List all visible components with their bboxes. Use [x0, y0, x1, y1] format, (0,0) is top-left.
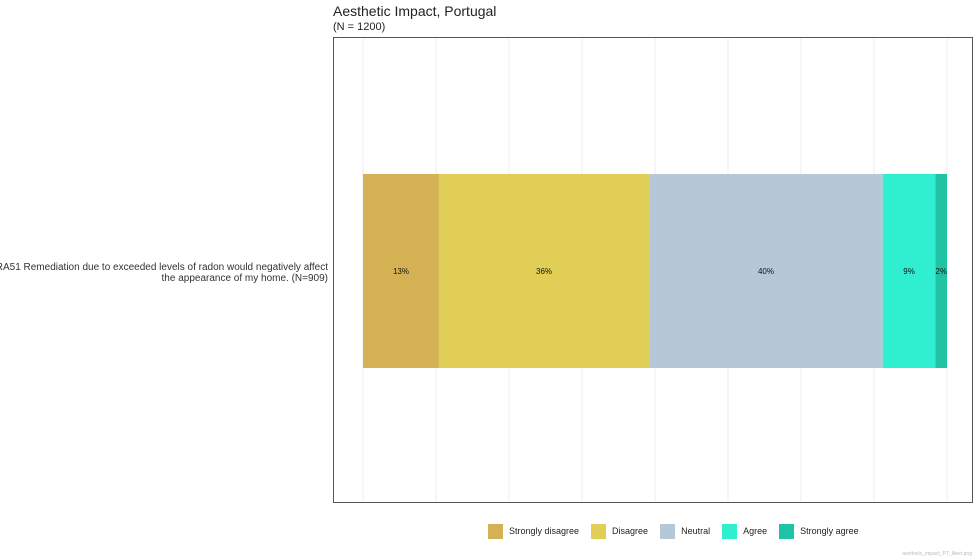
legend-swatch [660, 523, 676, 539]
legend-label: Disagree [612, 526, 649, 536]
legend: Strongly disagree Disagree Neutral Agree Str… [488, 523, 871, 539]
data-label-neutral: 40% [758, 267, 774, 276]
bar-segment-strongly-disagree [363, 174, 439, 368]
bar-segment-neutral [649, 174, 883, 368]
legend-swatch [779, 523, 795, 539]
legend-swatch [488, 523, 503, 539]
y-category-label-line-2: the appearance of my home. (N=909) [161, 273, 328, 284]
legend-item-disagree: Disagree [591, 523, 649, 539]
y-category-label-line-1: RA51 Remediation due to exceeded levels … [0, 262, 328, 273]
chart-subtitle: (N = 1200) [333, 21, 386, 33]
legend-label: Neutral [681, 526, 711, 536]
data-label-agree: 9% [903, 267, 915, 276]
legend-label: Agree [743, 526, 768, 536]
bar-segment-agree [882, 174, 936, 368]
legend-swatch [591, 523, 607, 539]
data-label-strongly-agree: 2% [935, 267, 947, 276]
legend-item-strongly-agree: Strongly agree [779, 523, 859, 539]
legend-label: Strongly disagree [509, 526, 580, 536]
chart-title: Aesthetic Impact, Portugal [333, 3, 497, 19]
legend-swatch [722, 523, 738, 539]
watermark: aesthetic_impact_PT_likert.png [902, 551, 972, 557]
legend-label: Strongly agree [800, 526, 859, 536]
plot-area: 13% 36% 40% 9% 2% [362, 38, 948, 502]
plot-panel: 13% 36% 40% 9% 2% [333, 37, 973, 503]
legend-item-neutral: Neutral [660, 523, 711, 539]
bar-segment-disagree [438, 174, 650, 368]
legend-item-strongly-disagree: Strongly disagree [488, 523, 580, 539]
y-category-label: RA51 Remediation due to exceeded levels … [0, 262, 328, 284]
bar-segment-strongly-agree [935, 174, 947, 368]
data-label-strongly-disagree: 13% [393, 267, 409, 276]
legend-item-agree: Agree [722, 523, 768, 539]
data-label-disagree: 36% [536, 267, 552, 276]
